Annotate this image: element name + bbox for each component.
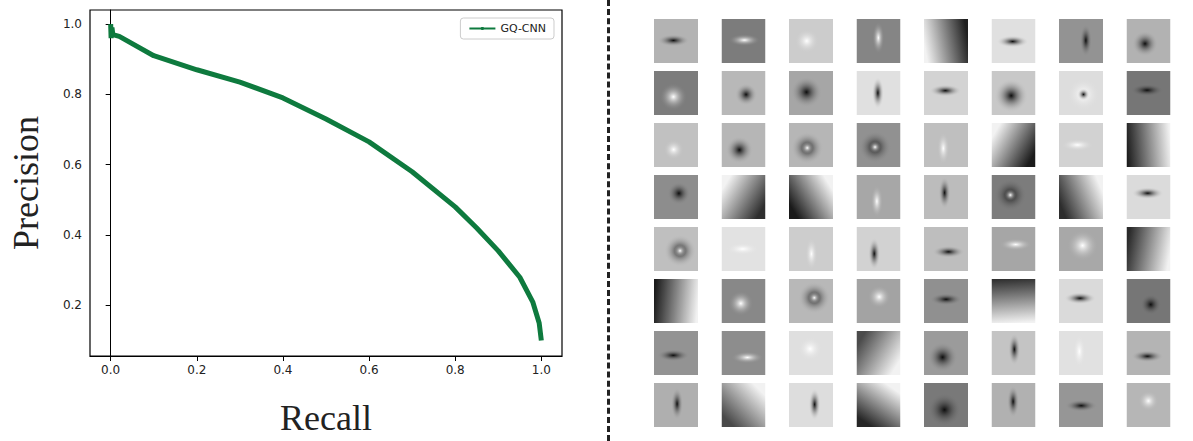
svg-text:0.6: 0.6	[63, 158, 82, 172]
svg-text:0.8: 0.8	[63, 87, 82, 101]
svg-text:0.6: 0.6	[360, 363, 379, 377]
svg-text:Recall: Recall	[280, 398, 372, 438]
svg-text:0.4: 0.4	[63, 228, 82, 242]
svg-text:0.2: 0.2	[187, 363, 206, 377]
svg-text:1.0: 1.0	[63, 17, 82, 31]
svg-text:0.8: 0.8	[446, 363, 465, 377]
svg-text:0.0: 0.0	[101, 363, 120, 377]
svg-text:0.4: 0.4	[273, 363, 292, 377]
svg-text:GQ-CNN: GQ-CNN	[500, 22, 546, 35]
svg-text:Precision: Precision	[6, 116, 46, 250]
svg-text:0.2: 0.2	[63, 298, 82, 312]
svg-text:1.0: 1.0	[532, 363, 551, 377]
